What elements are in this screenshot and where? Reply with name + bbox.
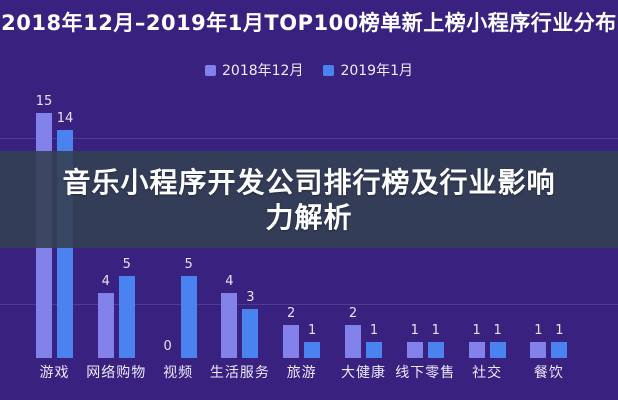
bar-生活服务-2019年1月	[242, 309, 259, 358]
bar-线下零售-2019年1月	[427, 342, 444, 358]
category-label-视频: 视频	[163, 365, 194, 381]
bar-大健康-2019年1月	[366, 342, 382, 358]
legend-item-1: 2019年1月	[323, 60, 413, 80]
category-label-旅游: 旅游	[286, 365, 317, 381]
category-label-游戏: 游戏	[39, 365, 70, 381]
gridline-lower	[0, 304, 618, 305]
value-label: 14	[56, 111, 74, 126]
value-label: 4	[225, 274, 234, 289]
bar-社交-2018年12月	[468, 342, 485, 358]
value-label: 1	[534, 323, 543, 338]
bar-餐饮-2018年12月	[530, 342, 547, 358]
bar-网络购物-2019年1月	[118, 276, 135, 358]
chart-legend: 2018年12月 2019年1月	[0, 60, 618, 80]
legend-label: 2019年1月	[340, 63, 413, 79]
bar-旅游-2018年12月	[283, 325, 300, 358]
value-label: 3	[246, 290, 255, 305]
value-label: 1	[308, 323, 317, 338]
legend-swatch-icon	[205, 64, 216, 76]
category-label-网络购物: 网络购物	[86, 365, 147, 381]
category-label-生活服务: 生活服务	[209, 365, 270, 381]
bar-大健康-2018年12月	[345, 325, 361, 358]
bar-线下零售-2018年12月	[406, 342, 423, 358]
category-label-大健康: 大健康	[341, 365, 386, 381]
bar-旅游-2019年1月	[304, 342, 321, 358]
bar-社交-2019年1月	[489, 342, 506, 358]
value-label: 1	[369, 323, 379, 338]
value-label: 5	[184, 257, 193, 272]
headline-overlay: 音乐小程序开发公司排行榜及行业影响 力解析	[0, 151, 618, 248]
value-label: 2	[287, 306, 296, 321]
value-label: 1	[493, 323, 502, 338]
category-label-线下零售: 线下零售	[395, 365, 456, 381]
value-label: 2	[348, 306, 358, 321]
value-label: 1	[555, 323, 564, 338]
bar-网络购物-2018年12月	[97, 293, 114, 358]
legend-swatch-icon	[323, 64, 335, 76]
value-label: 4	[101, 274, 110, 289]
chart-title: 2018年12月–2019年1月TOP100榜单新上榜小程序行业分布	[1, 11, 617, 35]
value-label: 1	[410, 323, 419, 338]
legend-label: 2018年12月	[222, 63, 304, 79]
value-label: 1	[431, 323, 440, 338]
category-label-餐饮: 餐饮	[533, 365, 564, 381]
legend-item-0: 2018年12月	[205, 60, 303, 80]
gridline-upper	[0, 138, 618, 139]
category-label-社交: 社交	[472, 365, 503, 381]
headline-text-line2: 力解析	[265, 200, 353, 234]
value-label: 0	[163, 339, 172, 354]
bar-餐饮-2019年1月	[551, 342, 568, 358]
value-label: 15	[35, 94, 53, 109]
headline-text-line1: 音乐小程序开发公司排行榜及行业影响	[62, 165, 556, 199]
value-label: 5	[122, 257, 131, 272]
bar-生活服务-2018年12月	[221, 293, 238, 358]
value-label: 1	[472, 323, 481, 338]
bar-视频-2019年1月	[180, 276, 197, 358]
